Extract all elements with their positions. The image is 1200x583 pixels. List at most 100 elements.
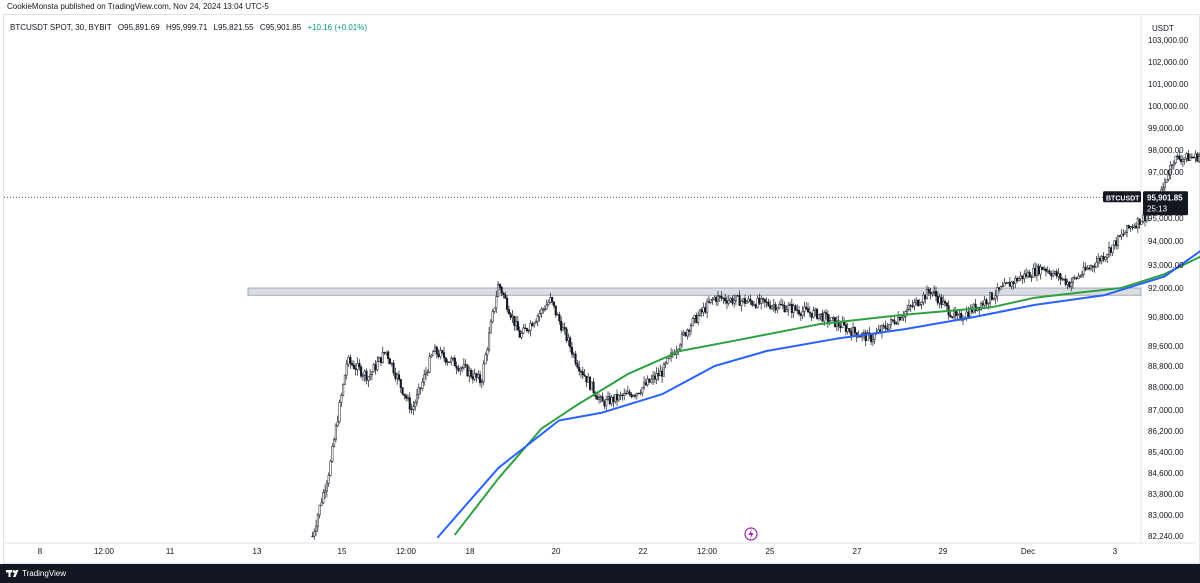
candle [952, 307, 956, 321]
candle [954, 307, 957, 320]
time-tick-label: 27 [853, 547, 862, 556]
candle [498, 283, 501, 291]
candle-body [446, 361, 449, 363]
currency-label: USDT [1152, 24, 1174, 33]
candle-body [471, 376, 474, 380]
candle [787, 302, 790, 316]
candle-body [1066, 281, 1069, 285]
candle [848, 327, 851, 334]
candle-body [565, 328, 568, 341]
candle-body [958, 313, 961, 315]
candle [435, 345, 438, 359]
candle-body [534, 321, 537, 324]
candle [324, 484, 327, 499]
candle-body [704, 307, 707, 313]
candle [1007, 281, 1010, 284]
candle-body [338, 402, 341, 423]
candle [615, 389, 619, 406]
candle [772, 298, 775, 313]
candle-body [1189, 156, 1192, 161]
candle-body [1091, 265, 1094, 268]
candle [931, 291, 934, 297]
candle [1070, 277, 1073, 292]
candle-body [479, 374, 482, 383]
candle-body [691, 318, 694, 326]
ohlc-legend: BTCUSDT SPOT, 30, BYBIT O95,891.69 H95,9… [10, 23, 371, 32]
candle-body [1124, 232, 1127, 235]
candle [801, 306, 804, 320]
candle-body [1136, 218, 1139, 228]
candle [870, 333, 873, 346]
candle [1172, 160, 1175, 170]
candle [1064, 274, 1067, 287]
candle-body [513, 315, 516, 326]
candle-body [942, 301, 945, 305]
candle [1032, 263, 1035, 278]
candle-body [1125, 225, 1129, 233]
candle-body [497, 283, 500, 298]
candle [401, 387, 404, 396]
candle-body [697, 315, 700, 323]
legend-open: O95,891.69 [117, 23, 160, 32]
tradingview-logo-icon[interactable] [6, 567, 20, 580]
candle-body [626, 391, 629, 394]
candle [479, 370, 482, 387]
candle [844, 320, 847, 335]
candle-body [442, 352, 446, 359]
lightning-event-icon[interactable] [744, 527, 758, 541]
candle [994, 290, 997, 305]
footer-brand[interactable]: TradingView [22, 569, 67, 578]
candle-body [415, 394, 419, 403]
price-tick-label: 100,000.00 [1148, 102, 1189, 111]
candle [907, 299, 911, 312]
candle [853, 326, 856, 337]
candle-body [369, 374, 372, 378]
candle [488, 327, 491, 353]
candle-body [588, 376, 592, 390]
candle-body [772, 304, 775, 307]
candle [751, 299, 754, 308]
time-tick-label: 11 [166, 547, 175, 556]
candle-body [376, 361, 379, 371]
candle [1109, 246, 1112, 257]
candle [343, 374, 346, 385]
candle-body [783, 305, 786, 313]
candle [1003, 277, 1006, 287]
candle-body [945, 302, 948, 306]
candle-body [756, 297, 759, 308]
candle-body [583, 374, 586, 377]
candle-body [1008, 282, 1011, 287]
candle-body [592, 381, 595, 393]
candle [774, 301, 777, 314]
price-tick-label: 87,000.00 [1148, 406, 1184, 415]
candle-body [900, 317, 903, 321]
candle [538, 310, 541, 322]
candle-body [1174, 155, 1177, 164]
candle-body [862, 332, 865, 334]
candle-body [992, 298, 995, 300]
candle [934, 286, 938, 302]
candle [763, 298, 766, 308]
candle-body [556, 314, 559, 316]
candle [821, 309, 824, 323]
candle-body [378, 357, 381, 363]
candle [446, 359, 449, 366]
candle [1014, 275, 1017, 289]
candle-body [495, 296, 498, 309]
candle [325, 480, 328, 498]
candle [747, 295, 750, 304]
candle-body [1080, 274, 1084, 277]
candle-body [406, 397, 410, 399]
candle [814, 307, 817, 317]
candle-body [700, 309, 703, 313]
candle [900, 315, 903, 321]
candle-body [1185, 153, 1188, 159]
candle-body [603, 401, 606, 407]
price-chart[interactable]: USDT 103,000.00 102,000.00 101,000.00 100,00… [0, 0, 1200, 564]
price-tick-label: 84,600.00 [1148, 469, 1184, 478]
candle-body [435, 346, 438, 355]
candle-body [511, 315, 514, 318]
candle [1080, 270, 1084, 278]
candle [433, 343, 437, 352]
candle-body [520, 333, 523, 338]
